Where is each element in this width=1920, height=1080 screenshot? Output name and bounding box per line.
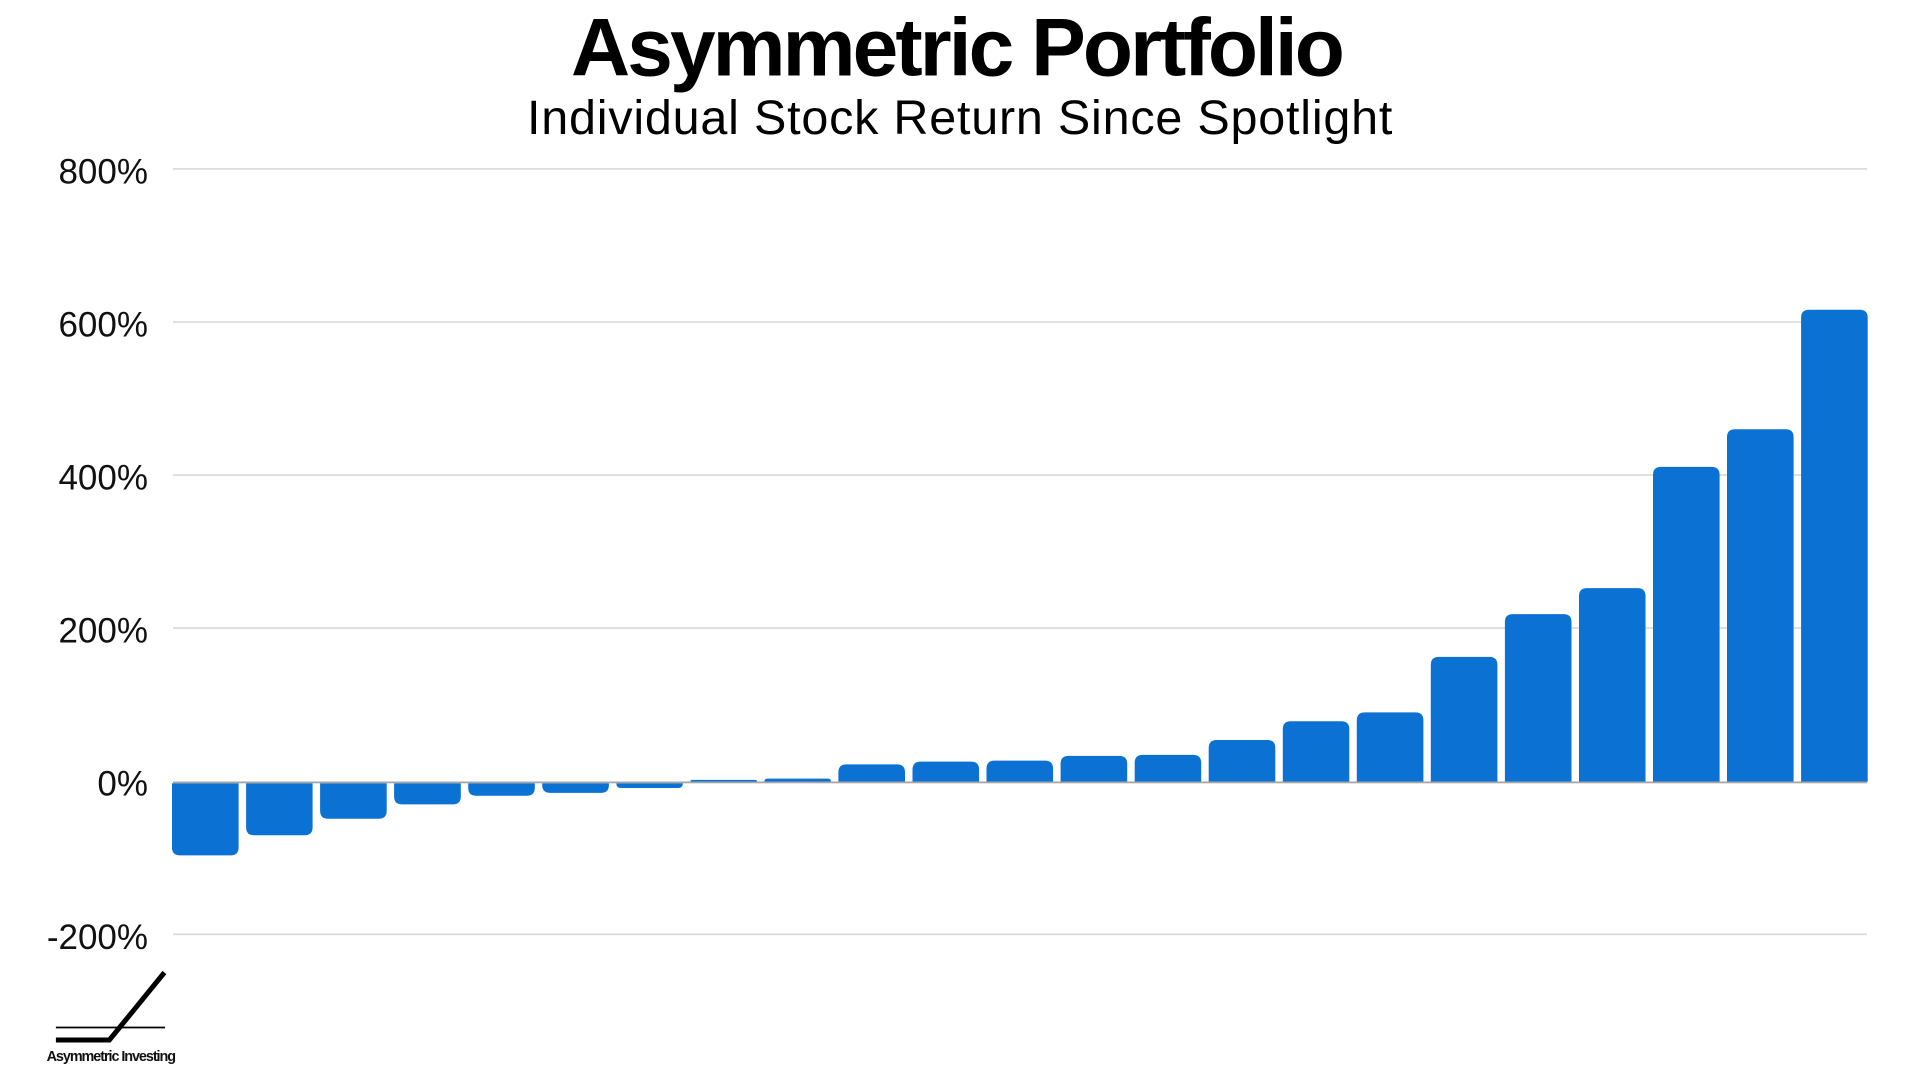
svg-text:600%: 600% (58, 306, 148, 345)
svg-text:Individual Stock Return Since: Individual Stock Return Since Spotlight (527, 91, 1393, 145)
svg-text:Asymmetric Investing: Asymmetric Investing (47, 1049, 176, 1065)
svg-text:400%: 400% (58, 459, 148, 498)
svg-text:-200%: -200% (47, 918, 148, 957)
svg-text:200%: 200% (58, 612, 148, 651)
svg-text:0%: 0% (97, 765, 148, 804)
svg-text:Asymmetric Portfolio: Asymmetric Portfolio (571, 3, 1342, 94)
svg-text:800%: 800% (58, 152, 148, 191)
